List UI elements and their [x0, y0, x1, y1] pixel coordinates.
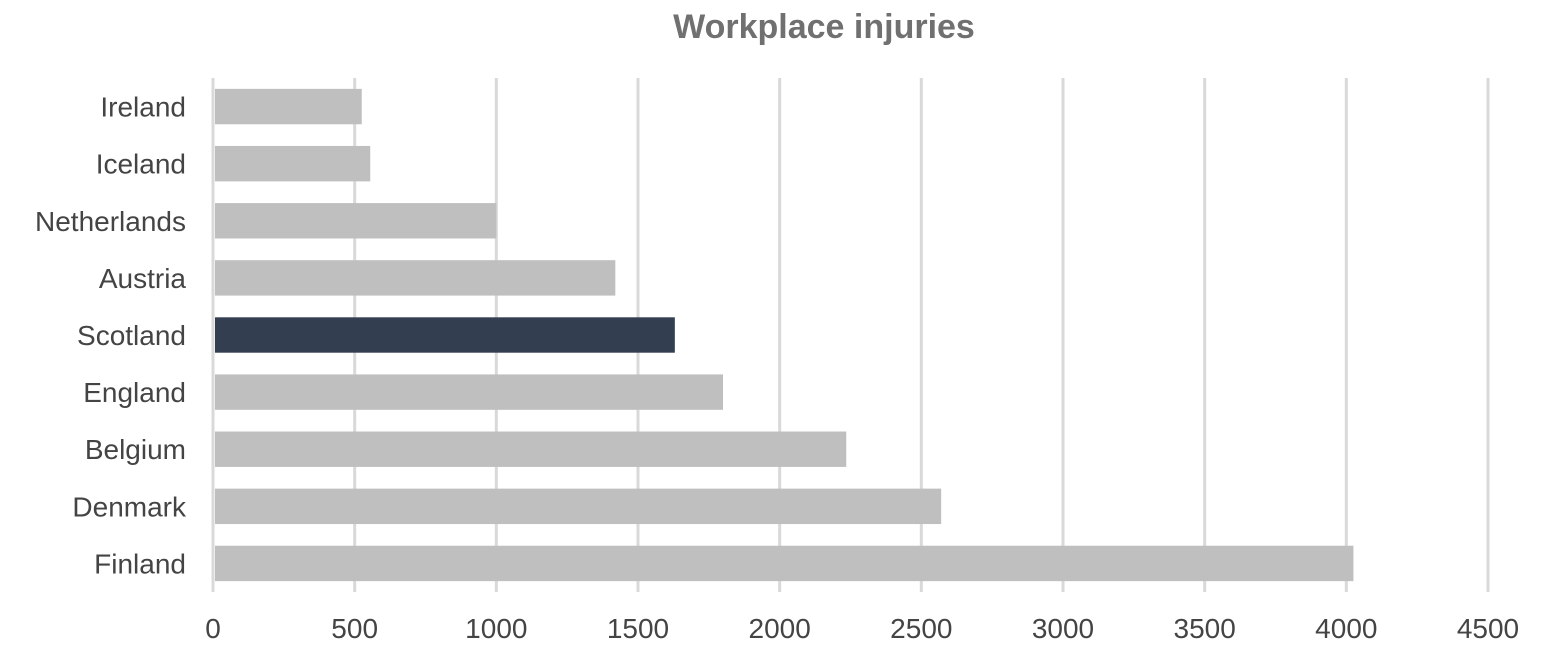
- category-label-iceland: Iceland: [96, 149, 186, 180]
- category-label-denmark: Denmark: [72, 491, 187, 522]
- category-label-austria: Austria: [99, 263, 187, 294]
- category-label-scotland: Scotland: [77, 320, 186, 351]
- bar-austria: [215, 260, 616, 296]
- x-tick-label-4500: 4500: [1457, 613, 1519, 644]
- bar-belgium: [215, 431, 847, 467]
- bar-ireland: [215, 88, 362, 125]
- x-tick-label-500: 500: [331, 613, 378, 644]
- x-tick-label-1500: 1500: [607, 613, 669, 644]
- category-label-netherlands: Netherlands: [35, 206, 186, 237]
- x-tick-label-2500: 2500: [890, 613, 952, 644]
- x-tick-label-2000: 2000: [749, 613, 811, 644]
- chart-title: Workplace injuries: [673, 8, 975, 46]
- x-tick-label-0: 0: [205, 613, 221, 644]
- bar-denmark: [215, 488, 942, 525]
- x-tick-label-3500: 3500: [1174, 613, 1236, 644]
- category-label-finland: Finland: [94, 548, 186, 579]
- bars: [215, 88, 1354, 582]
- category-label-belgium: Belgium: [85, 434, 186, 465]
- x-tick-label-1000: 1000: [465, 613, 527, 644]
- bar-england: [215, 374, 723, 410]
- bar-iceland: [215, 145, 371, 182]
- bar-scotland: [215, 317, 675, 353]
- x-tick-label-4000: 4000: [1315, 613, 1377, 644]
- x-tick-label-3000: 3000: [1032, 613, 1094, 644]
- category-label-ireland: Ireland: [100, 92, 186, 123]
- x-axis-tick-labels: 0 500 1000 1500 2000 2500 3000 3500 4000 4500: [205, 613, 1519, 644]
- bar-netherlands: [215, 203, 497, 239]
- category-label-england: England: [83, 377, 186, 408]
- bar-finland: [215, 545, 1354, 582]
- category-labels: Ireland Iceland Netherlands Austria Scotland…: [35, 92, 187, 580]
